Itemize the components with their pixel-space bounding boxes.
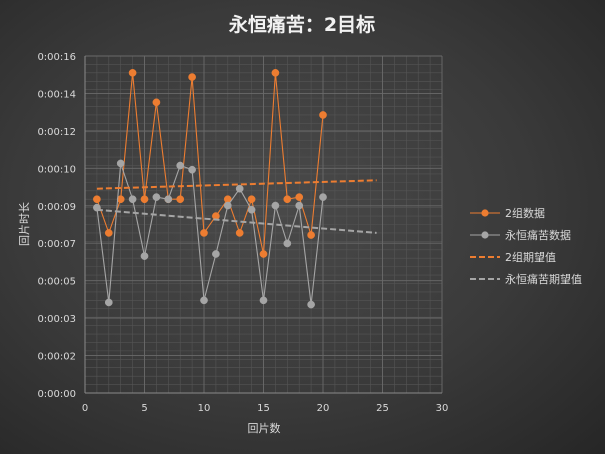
- data-point: [200, 296, 208, 305]
- data-point: [140, 195, 149, 204]
- data-point: [223, 201, 232, 210]
- y-tick-label: 0:00:10: [37, 164, 76, 175]
- data-point: [247, 195, 256, 204]
- y-tick-label: 0:00:09: [37, 202, 76, 213]
- data-point: [319, 111, 327, 119]
- data-point: [307, 300, 315, 309]
- data-point: [319, 193, 327, 201]
- y-tick-label: 0:00:07: [37, 239, 76, 250]
- x-tick-label: 30: [436, 403, 449, 414]
- data-point: [307, 231, 315, 239]
- data-point: [259, 296, 268, 305]
- y-tick-label: 0:00:16: [37, 52, 76, 63]
- y-tick-label: 0:00:14: [37, 89, 76, 100]
- y-tick-label: 0:00:03: [37, 314, 76, 325]
- data-point: [164, 195, 173, 204]
- legend-marker: [481, 231, 489, 239]
- data-point: [271, 201, 280, 210]
- trend-line: [96, 179, 377, 190]
- legend-item: 永恒痛苦数据: [470, 228, 571, 242]
- data-point: [212, 212, 220, 220]
- data-point: [152, 98, 161, 107]
- x-tick-label: 10: [198, 403, 211, 414]
- data-point: [104, 298, 113, 307]
- x-tick-label: 5: [141, 403, 147, 414]
- x-tick-label: 15: [257, 403, 270, 414]
- data-point: [259, 250, 268, 258]
- data-point: [235, 184, 244, 193]
- data-point: [295, 201, 304, 210]
- legend-item: 2组数据: [470, 206, 545, 220]
- x-axis-title: 回片数: [248, 422, 281, 435]
- trend-line: [96, 208, 377, 234]
- legend-label: 永恒痛苦期望值: [505, 272, 582, 286]
- series-line: [96, 72, 324, 255]
- y-tick-label: 0:00:12: [37, 127, 76, 138]
- data-point: [283, 239, 292, 248]
- legend-label: 2组数据: [505, 206, 545, 220]
- gridlines: [84, 55, 443, 394]
- data-point: [200, 229, 208, 237]
- data-point: [271, 69, 280, 77]
- data-point: [283, 195, 292, 204]
- data-point: [140, 252, 149, 260]
- y-tick-label: 0:00:02: [37, 352, 76, 363]
- data-point: [128, 195, 137, 204]
- axes: 0 5 10 15 20 25 30 0:00:00 0:00:02 0:00:03 0:00:05…: [37, 52, 448, 414]
- data-point: [104, 229, 113, 237]
- data-point: [152, 193, 161, 201]
- data-point: [188, 73, 196, 81]
- series-4: [96, 208, 377, 234]
- series-2: [93, 159, 327, 309]
- data-point: [93, 195, 101, 204]
- chart-title: 永恒痛苦：2目标: [228, 13, 375, 36]
- data-point: [176, 161, 185, 170]
- legend-item: 2组期望值: [470, 250, 556, 264]
- data-point: [247, 205, 256, 214]
- legend-label: 永恒痛苦数据: [505, 228, 571, 242]
- plot-area: [93, 69, 377, 309]
- legend-label: 2组期望值: [505, 250, 556, 264]
- legend-item: 永恒痛苦期望值: [470, 272, 582, 286]
- series-1: [93, 69, 327, 258]
- data-point: [235, 229, 244, 237]
- x-tick-label: 20: [317, 403, 330, 414]
- y-tick-label: 0:00:05: [37, 277, 76, 288]
- data-point: [128, 69, 137, 77]
- y-axis-title: 回片时长: [18, 202, 31, 246]
- x-tick-label: 25: [376, 403, 389, 414]
- legend-marker: [481, 209, 489, 217]
- data-point: [188, 165, 196, 174]
- data-point: [176, 195, 185, 204]
- series-line: [96, 163, 324, 305]
- series-3: [96, 179, 377, 190]
- data-point: [295, 193, 304, 201]
- data-point: [212, 250, 220, 258]
- y-tick-label: 0:00:00: [37, 389, 76, 400]
- x-tick-label: 0: [82, 403, 88, 414]
- data-point: [116, 159, 125, 168]
